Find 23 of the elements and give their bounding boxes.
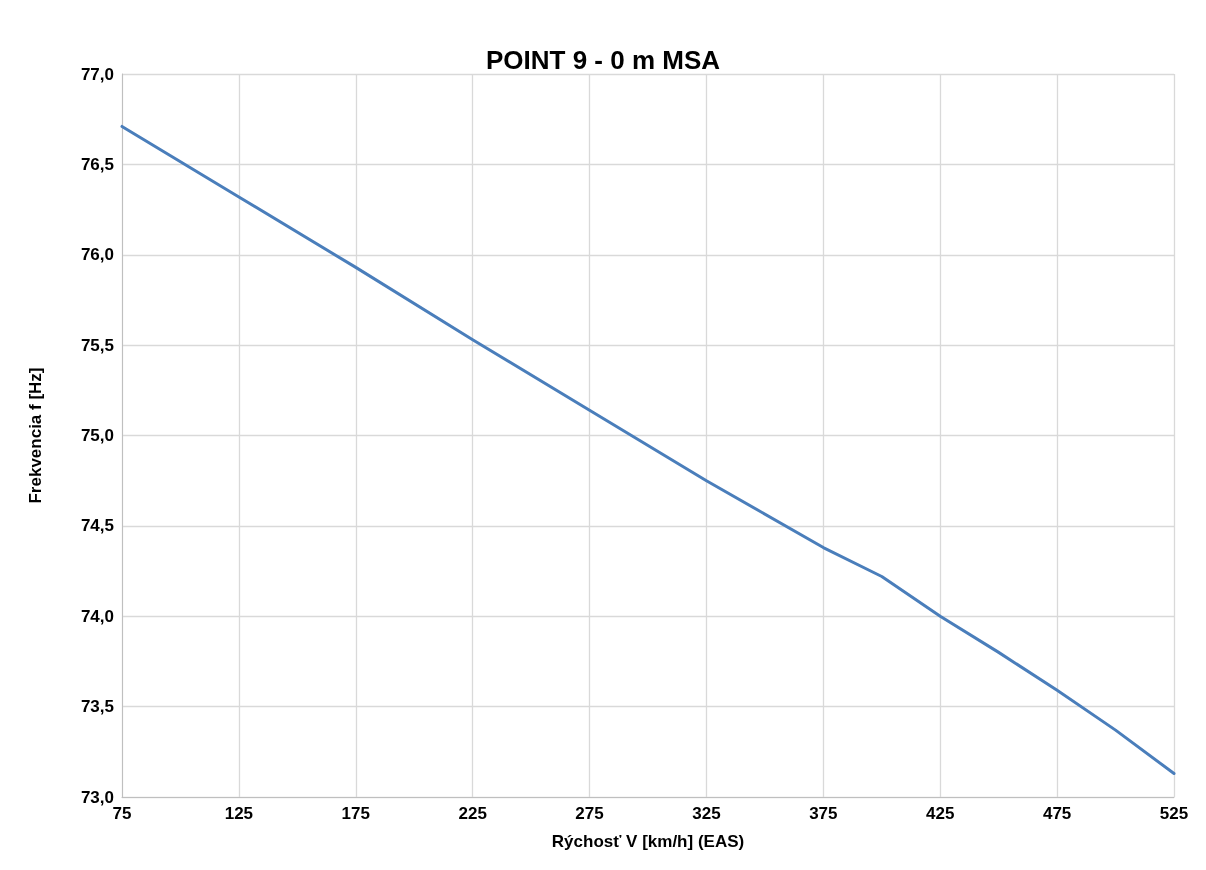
x-axis-title: Rýchosť V [km/h] (EAS) bbox=[551, 832, 745, 851]
y-axis-title: Frekvencia f [Hz] bbox=[26, 367, 45, 504]
x-tick-label: 375 bbox=[809, 804, 838, 823]
x-tick-label: 225 bbox=[458, 804, 487, 823]
y-tick-label: 75,5 bbox=[80, 335, 114, 355]
y-tick-label: 77,0 bbox=[80, 64, 114, 84]
line-series bbox=[120, 124, 1176, 775]
x-tick-label: 125 bbox=[224, 804, 254, 823]
x-tick-label: 525 bbox=[1159, 804, 1189, 823]
y-tick-label: 75,0 bbox=[80, 426, 114, 445]
x-tick-label: 325 bbox=[692, 804, 721, 823]
x-tick-label: 175 bbox=[341, 804, 370, 823]
y-tick-label: 74,0 bbox=[80, 606, 114, 626]
y-tick-label: 76,5 bbox=[80, 154, 114, 174]
x-tick-label: 275 bbox=[575, 804, 604, 823]
y-tick-label: 76,0 bbox=[80, 245, 114, 265]
y-tick-label: 74,5 bbox=[80, 516, 114, 536]
x-tick-label: 75 bbox=[112, 804, 132, 823]
x-tick-label: 475 bbox=[1042, 804, 1072, 823]
y-tick-label: 73,5 bbox=[80, 697, 114, 717]
y-tick-label: 73,0 bbox=[80, 787, 114, 807]
x-tick-label: 425 bbox=[926, 804, 955, 823]
chart-title: POINT 9 - 0 m MSA bbox=[485, 45, 721, 75]
